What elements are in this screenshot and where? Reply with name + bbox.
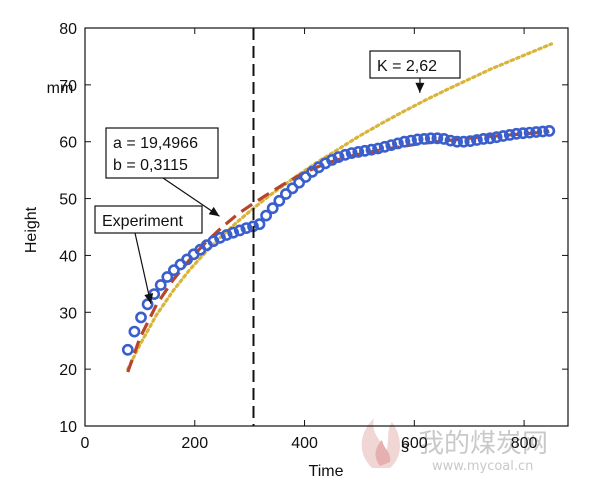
experiment-point xyxy=(490,131,503,144)
experiment-point xyxy=(457,135,470,148)
y-axis-label: Height xyxy=(23,206,40,253)
annotation-box xyxy=(369,50,461,79)
experiment-point xyxy=(497,130,510,142)
experiment-point xyxy=(484,132,496,145)
experiment-point xyxy=(266,202,279,215)
annotation-text: b = 0,3115 xyxy=(113,157,188,174)
experiment-point xyxy=(398,135,411,148)
experiment-point xyxy=(233,224,246,237)
experiment-point xyxy=(286,182,299,195)
watermark-site: 我的煤炭网 xyxy=(418,429,548,459)
plot-series xyxy=(121,42,556,373)
experiment-point xyxy=(503,128,516,141)
experiment-point xyxy=(227,226,240,239)
y-tick-label: 80 xyxy=(59,21,77,38)
annotation-text: a = 19,4966 xyxy=(113,135,198,152)
watermark-url: www.mycoal.cn xyxy=(432,459,533,474)
x-unit-label: s xyxy=(401,439,409,456)
y-tick-label: 70 xyxy=(59,78,77,95)
y-unit-label: mm xyxy=(47,80,74,97)
annotation-arrowhead xyxy=(144,293,154,304)
experiment-point xyxy=(378,140,391,153)
y-tick-label: 30 xyxy=(59,305,77,322)
y-tick-label: 60 xyxy=(59,135,77,152)
experiment-point xyxy=(424,132,437,145)
experiment-point xyxy=(431,132,444,145)
experiment-point xyxy=(464,135,477,147)
y-tick-label: 50 xyxy=(59,192,77,209)
experiment-point xyxy=(154,279,167,291)
experiment-point xyxy=(161,271,174,283)
experiment-point xyxy=(253,218,266,231)
experiment-point xyxy=(339,148,352,161)
watermark: 我的煤炭网 www.mycoal.cn xyxy=(361,418,548,474)
annotation-text: K = 2,62 xyxy=(377,58,437,75)
experiment-point xyxy=(345,147,358,159)
experiment-point xyxy=(418,132,431,145)
annotations: K = 2,62 a = 19,4966 b = 0,3115 Experiment xyxy=(94,50,461,304)
experiment-point xyxy=(530,126,543,138)
x-axis-label: Time xyxy=(309,463,344,480)
experiment-point xyxy=(517,127,529,140)
x-tick-label: 800 xyxy=(511,435,538,452)
experiment-point xyxy=(411,133,424,146)
annotation-arrow-line xyxy=(162,177,220,217)
experiment-point xyxy=(444,134,457,147)
experiment-point xyxy=(365,143,378,156)
y-tick-label: 10 xyxy=(59,419,77,436)
experiment-point xyxy=(358,144,371,157)
experiment-point xyxy=(385,139,398,151)
experiment-point xyxy=(523,126,536,139)
experiment-point xyxy=(470,134,483,146)
experiment-point xyxy=(135,311,147,324)
experiment-point xyxy=(536,125,549,138)
annotation-arrow-line xyxy=(134,232,152,304)
axis-ticks: 0 200 400 600 800 10 20 30 40 50 60 70 80 xyxy=(59,21,568,452)
y-tick-label: 20 xyxy=(59,362,77,379)
experiment-point xyxy=(121,343,134,356)
annotation-text: Experiment xyxy=(102,213,183,230)
experiment-point xyxy=(543,124,556,137)
experiment-point xyxy=(332,151,345,163)
experiment-point xyxy=(451,135,463,148)
flame-logo-icon xyxy=(361,418,400,468)
experiment-point xyxy=(352,145,365,158)
x-tick-label: 200 xyxy=(181,435,208,452)
x-tick-label: 600 xyxy=(401,435,428,452)
experiment-point xyxy=(240,222,253,234)
y-tick-label: 40 xyxy=(59,248,77,265)
experiment-point xyxy=(326,153,338,166)
annotation-arrowhead xyxy=(208,206,220,217)
experiment-point xyxy=(438,132,450,145)
experiment-point xyxy=(260,209,272,222)
annotation-box xyxy=(94,205,203,234)
experiment-point xyxy=(405,134,417,147)
experiment-point xyxy=(167,264,180,277)
experiment-point xyxy=(391,137,404,150)
annotation-arrowhead xyxy=(415,82,425,93)
experiment-point xyxy=(372,142,384,155)
experiment-point xyxy=(141,298,154,311)
experiment-point xyxy=(510,127,523,140)
plot-frame xyxy=(84,27,569,427)
experiment-point xyxy=(477,132,490,145)
experiment-point xyxy=(273,194,286,207)
experiment-point xyxy=(214,231,226,244)
experiment-point xyxy=(128,325,141,338)
experiment-point xyxy=(279,188,292,200)
annotation-box xyxy=(105,127,219,179)
x-tick-label: 0 xyxy=(81,435,90,452)
experiment-point xyxy=(293,176,305,189)
experiment-point xyxy=(220,229,233,241)
x-tick-label: 400 xyxy=(291,435,318,452)
